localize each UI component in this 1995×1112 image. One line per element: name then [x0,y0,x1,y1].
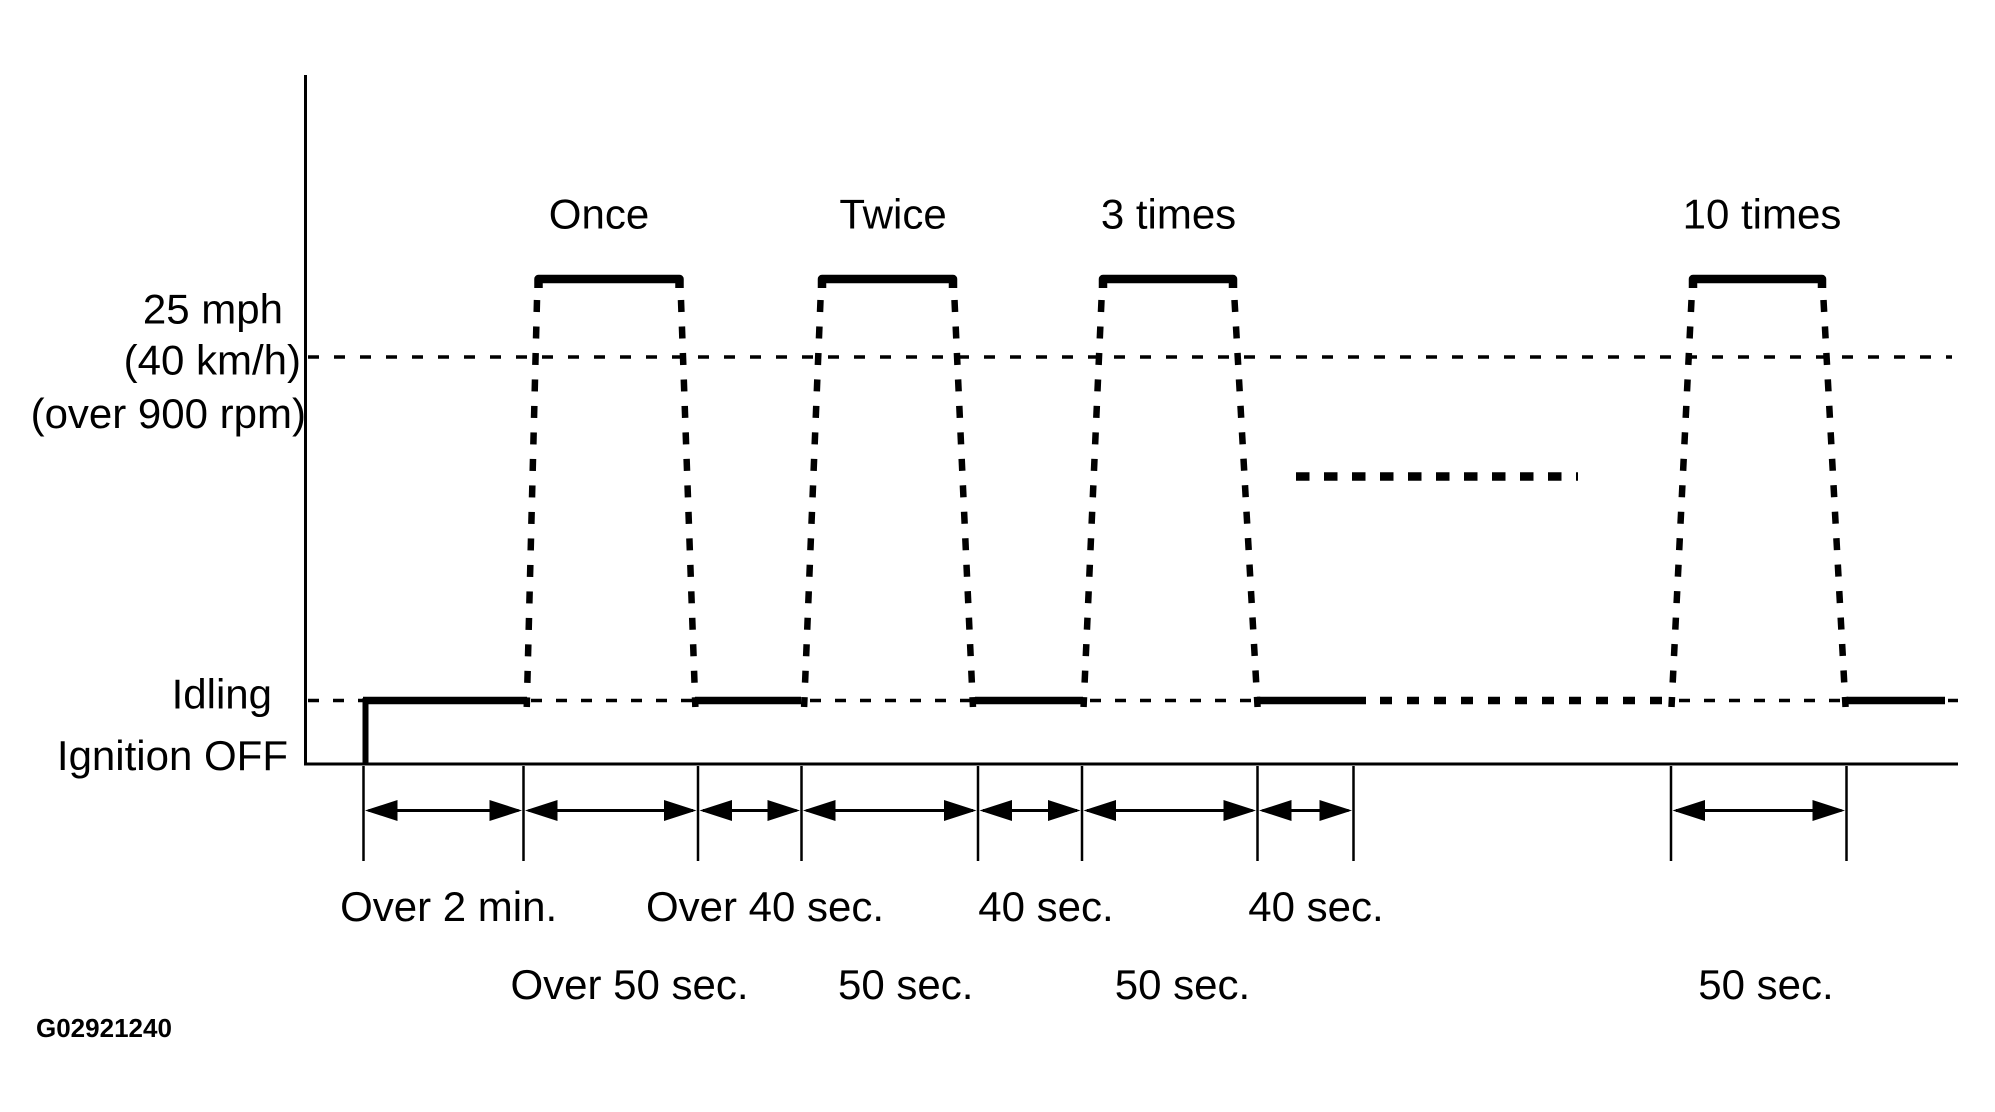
svg-text:10 times: 10 times [1683,191,1842,238]
svg-text:50 sec.: 50 sec. [1115,961,1250,1008]
svg-text:Idling: Idling [172,671,272,718]
svg-text:Ignition OFF: Ignition OFF [57,732,288,779]
svg-text:25 mph: 25 mph [143,286,283,333]
svg-text:Once: Once [549,191,649,238]
svg-text:40 sec.: 40 sec. [1248,883,1383,930]
svg-text:Over 40 sec.: Over 40 sec. [646,883,884,930]
svg-text:Over 50 sec.: Over 50 sec. [510,961,748,1008]
svg-text:Twice: Twice [839,191,946,238]
svg-text:G02921240: G02921240 [36,1013,172,1043]
svg-text:(over 900 rpm): (over 900 rpm) [31,390,306,437]
svg-text:40 sec.: 40 sec. [978,883,1113,930]
svg-text:(40 km/h): (40 km/h) [124,337,301,384]
svg-text:3 times: 3 times [1101,191,1236,238]
svg-text:50 sec.: 50 sec. [838,961,973,1008]
svg-text:Over 2 min.: Over 2 min. [340,883,557,930]
svg-text:50 sec.: 50 sec. [1698,961,1833,1008]
